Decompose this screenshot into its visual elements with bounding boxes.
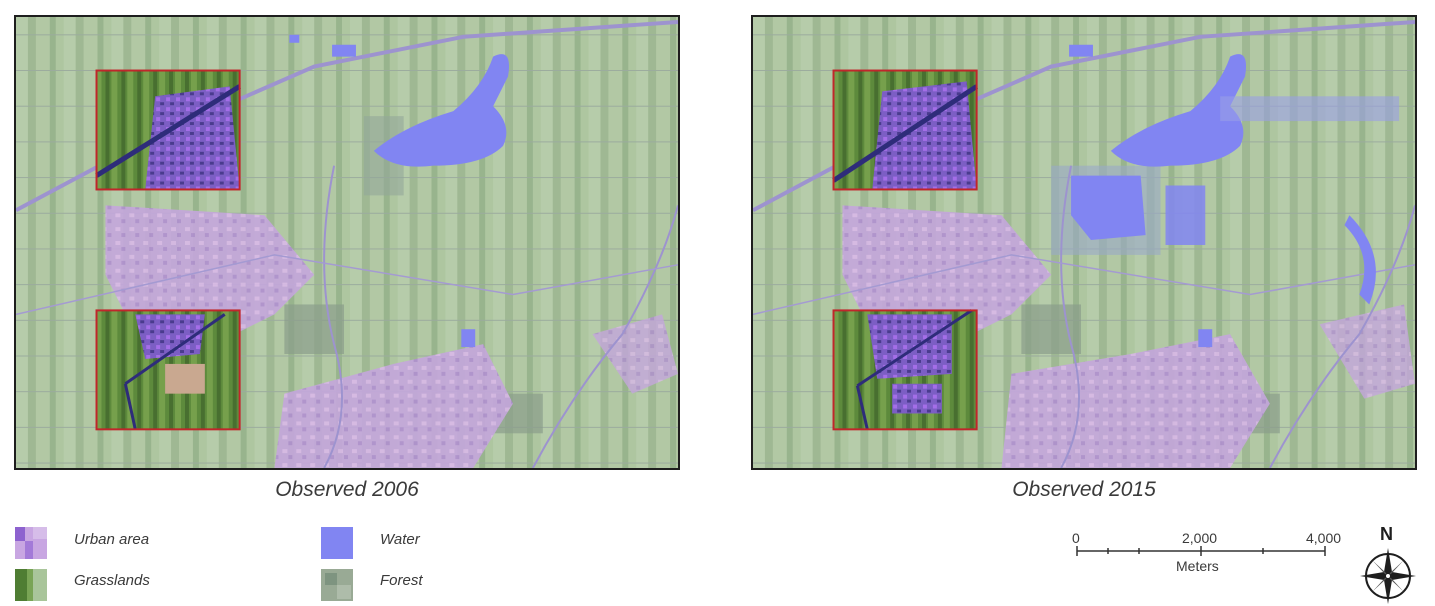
legend-swatch-urban [15, 527, 47, 559]
scale-bar-line [1076, 546, 1326, 556]
map-caption-2015: Observed 2015 [1012, 478, 1156, 501]
water-river [1344, 215, 1376, 305]
inset-road [856, 309, 973, 387]
inset-bare-soil [165, 363, 205, 394]
satellite-map-2006 [16, 17, 678, 468]
inset-urban-area [892, 383, 942, 414]
inset-border [832, 69, 978, 191]
inset-urban-area [872, 81, 977, 190]
map-panel-2015 [751, 15, 1417, 470]
water-pond [1198, 329, 1213, 348]
urban-area [274, 344, 513, 468]
inset-road [123, 383, 137, 430]
legend-label-forest: Forest [380, 572, 423, 589]
scale-tick-label-2000: 2,000 [1182, 530, 1218, 546]
scale-unit-label: Meters [1176, 558, 1219, 574]
map-panel-2006 [14, 15, 680, 470]
urban-area [1319, 304, 1415, 399]
inset-border [95, 309, 241, 431]
water-pond [332, 44, 356, 57]
road [1060, 165, 1081, 468]
water-polder [1071, 175, 1146, 241]
inset-box-top [832, 69, 979, 191]
inset-box-top [95, 69, 241, 191]
legend-swatch-grasslands [15, 569, 47, 601]
inset-road [855, 385, 869, 430]
inset-box-bottom [832, 309, 978, 431]
map-caption-2006: Observed 2006 [275, 478, 419, 501]
urban-area [1001, 334, 1270, 468]
scale-tick-label-4000: 4,000 [1306, 530, 1342, 546]
water-pond [1069, 44, 1093, 57]
road [1268, 205, 1415, 468]
road [16, 254, 678, 316]
water-channel [1220, 96, 1400, 122]
inset-road [832, 84, 979, 183]
inset-road [95, 84, 241, 178]
water-pond [461, 329, 476, 348]
road [531, 205, 678, 468]
inset-border [832, 309, 978, 431]
water-lake [373, 54, 510, 167]
inset-border [95, 69, 241, 191]
legend-label-grasslands: Grasslands [74, 572, 150, 589]
water-polder [1165, 185, 1206, 245]
legend-label-urban: Urban area [74, 531, 150, 548]
inset-urban-area [145, 86, 240, 190]
road [323, 165, 344, 468]
inset-road [124, 313, 226, 385]
north-label: N [1380, 524, 1393, 544]
legend-label-water: Water [380, 531, 420, 548]
urban-area [592, 314, 678, 394]
inset-box-bottom [95, 309, 241, 431]
scale-tick-label-0: 0 [1072, 530, 1080, 546]
compass-rose-icon [1360, 548, 1416, 604]
legend-swatch-forest [321, 569, 353, 601]
water-pond [289, 34, 300, 43]
legend-swatch-water [321, 527, 353, 559]
inset-urban-area [135, 314, 205, 359]
inset-urban-area [867, 314, 952, 379]
water-lake [1110, 54, 1247, 167]
satellite-map-2015 [753, 17, 1415, 468]
road [753, 254, 1415, 316]
